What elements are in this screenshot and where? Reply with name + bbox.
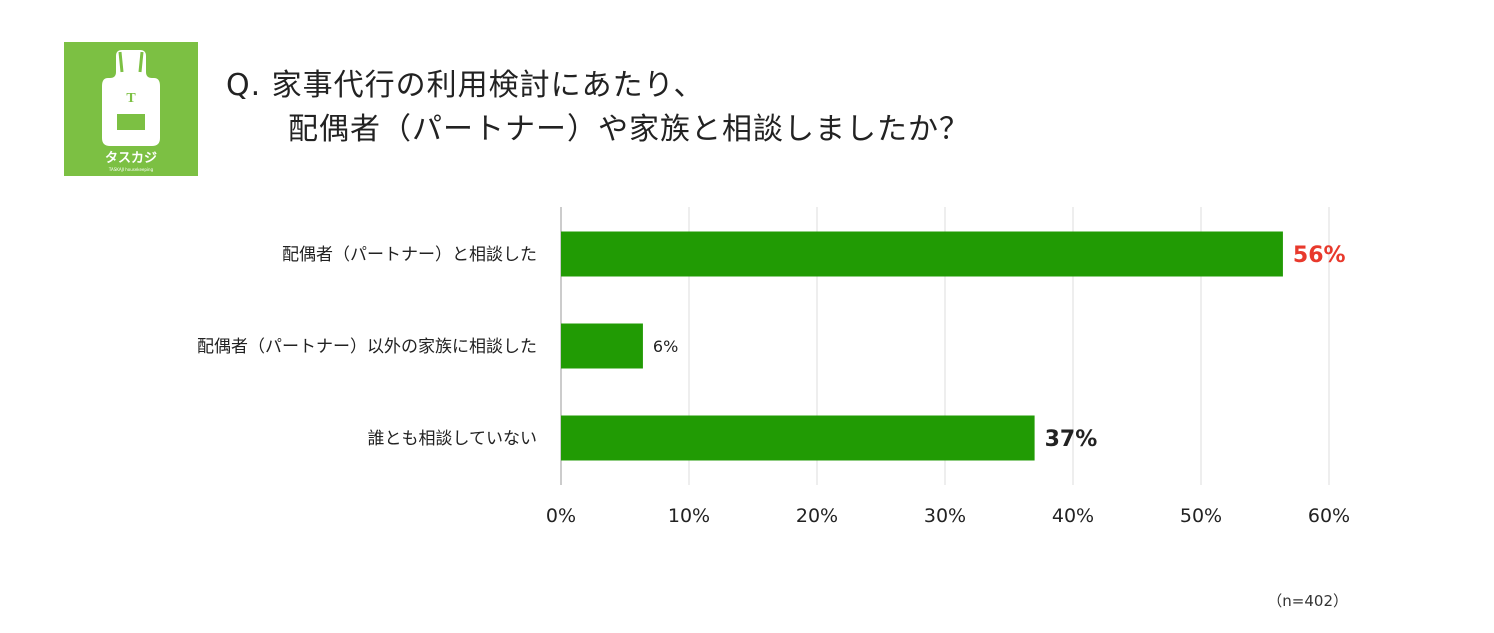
taskaji-logo: T タスカジ TASKAJI housekeeping	[64, 42, 198, 176]
bar-2	[561, 323, 643, 369]
x-tick-label-40: 40%	[1052, 505, 1094, 527]
sample-size-note: （n=402）	[1267, 592, 1348, 610]
logo-brand-text: タスカジ	[105, 151, 157, 166]
chart-bars	[561, 231, 1283, 461]
category-label-2: 配偶者（パートナー）以外の家族に相談した	[197, 337, 537, 357]
x-tick-label-50: 50%	[1180, 505, 1222, 527]
logo-letter: T	[126, 91, 136, 106]
question-line-2: 配偶者（パートナー）や家族と相談しましたか？	[288, 112, 970, 147]
x-tick-label-20: 20%	[796, 505, 838, 527]
chart-tick-labels: 0% 10% 20% 30% 40% 50% 60%	[546, 505, 1350, 527]
logo-tagline: TASKAJI housekeeping	[108, 167, 154, 172]
x-tick-label-10: 10%	[668, 505, 710, 527]
x-tick-label-0: 0%	[546, 505, 576, 527]
category-label-3: 誰とも相談していない	[368, 429, 538, 449]
apron-icon: T タスカジ TASKAJI housekeeping	[102, 50, 160, 172]
bar-1	[561, 231, 1283, 277]
data-label-1: 56%	[1293, 243, 1346, 268]
category-label-1: 配偶者（パートナー）と相談した	[282, 245, 537, 265]
question-line-1: Q. 家事代行の利用検討にあたり、	[226, 68, 705, 103]
chart-data-labels: 56% 6% 37%	[653, 243, 1346, 452]
x-tick-label-60: 60%	[1308, 505, 1350, 527]
data-label-3: 37%	[1045, 427, 1098, 452]
question-title: Q. 家事代行の利用検討にあたり、 配偶者（パートナー）や家族と相談しましたか？	[226, 64, 970, 152]
x-tick-label-30: 30%	[924, 505, 966, 527]
chart-category-labels: 配偶者（パートナー）と相談した配偶者（パートナー）以外の家族に相談した誰とも相談…	[197, 245, 537, 449]
data-label-2: 6%	[653, 337, 678, 356]
bar-3	[561, 415, 1035, 461]
